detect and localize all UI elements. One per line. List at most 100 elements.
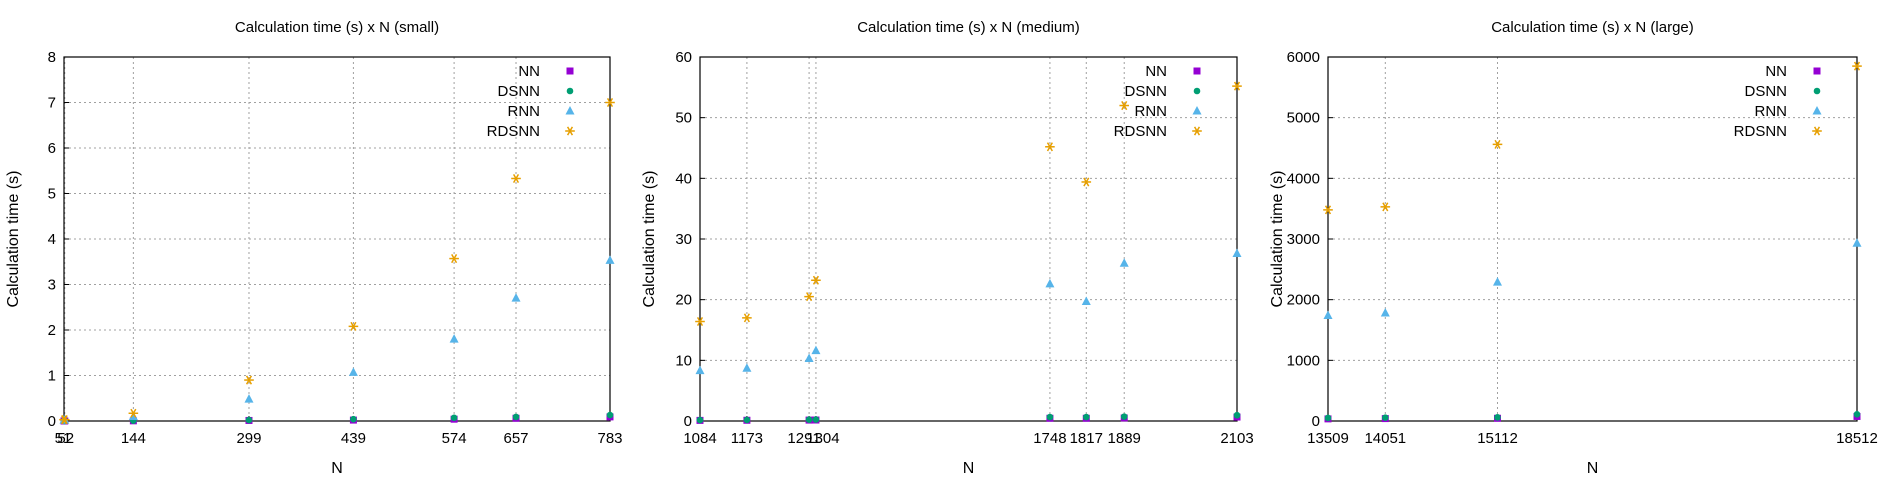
data-point-rdsnn: [1119, 101, 1130, 111]
legend-label: DSNN: [1744, 83, 1787, 100]
data-point-rnn: [1492, 277, 1502, 286]
data-point-rdsnn: [1081, 177, 1092, 187]
legend-marker-nn: [566, 67, 574, 75]
y-tick-label: 5: [48, 186, 56, 203]
x-axis-label: N: [331, 460, 343, 477]
y-axis-label: Calculation time (s): [641, 171, 658, 308]
data-point-dsnn: [812, 416, 820, 423]
legend-marker-rdsnn: [1192, 126, 1202, 136]
data-point-rnn: [1852, 238, 1862, 247]
legend-marker-dsnn: [1813, 87, 1821, 95]
y-tick-label: 6: [48, 140, 56, 157]
data-point-dsnn: [1120, 413, 1128, 420]
y-tick-label: 3000: [1287, 231, 1320, 248]
data-point-rnn: [1119, 258, 1129, 267]
series-nn: [696, 413, 1241, 424]
y-axis-label: Calculation time (s): [5, 171, 22, 308]
y-tick-label: 8: [48, 49, 56, 66]
x-tick-label: 1748: [1033, 430, 1066, 447]
y-tick-label: 50: [675, 110, 692, 127]
y-tick-label: 0: [48, 413, 56, 430]
x-tick-label: 14051: [1364, 430, 1406, 447]
y-tick-label: 30: [675, 231, 692, 248]
data-point-rnn: [804, 353, 814, 363]
data-point-rdsnn: [128, 408, 139, 418]
x-tick-label: 1817: [1070, 430, 1103, 447]
legend-label: DSNN: [497, 83, 540, 100]
legend-label: NN: [1765, 63, 1787, 80]
data-point-dsnn: [1082, 413, 1090, 421]
data-point-dsnn: [805, 416, 813, 423]
data-point-dsnn: [696, 416, 704, 424]
y-tick-label: 40: [675, 170, 692, 187]
data-point-rdsnn: [1492, 139, 1503, 149]
data-point-rnn: [1380, 308, 1390, 317]
series-rnn: [1323, 238, 1862, 319]
legend: NN DSNN RNN RDSNN: [1114, 63, 1202, 140]
y-tick-label: 7: [48, 95, 56, 112]
x-tick-label: 51: [55, 430, 72, 447]
y-tick-label: 2000: [1287, 292, 1320, 309]
x-tick-label: 657: [504, 430, 529, 447]
legend-label: NN: [1145, 63, 1167, 80]
data-point-rdsnn: [511, 173, 521, 184]
data-point-dsnn: [606, 411, 614, 419]
data-point-rdsnn: [244, 375, 254, 385]
data-point-rdsnn: [811, 275, 821, 285]
data-point-dsnn: [1494, 414, 1501, 421]
data-point-rdsnn: [1380, 202, 1391, 212]
data-point-dsnn: [1233, 411, 1241, 419]
data-point-dsnn: [450, 414, 458, 422]
data-point-rdsnn: [1852, 61, 1862, 71]
legend-marker-rnn: [1192, 106, 1202, 115]
x-tick-label: 52: [57, 430, 74, 447]
data-point-rnn: [742, 363, 752, 372]
data-point-rnn: [511, 293, 521, 302]
legend-marker-dsnn: [1193, 87, 1201, 95]
legend-marker-rnn: [565, 106, 575, 115]
series-dsnn: [696, 411, 1241, 424]
x-tick-label: 439: [341, 430, 366, 447]
series-rnn: [59, 255, 615, 424]
data-point-rdsnn: [804, 292, 814, 302]
y-tick-label: 2: [48, 322, 56, 339]
y-tick-label: 4000: [1287, 170, 1320, 187]
data-point-dsnn: [743, 416, 751, 424]
series-nn: [60, 413, 614, 425]
data-point-rdsnn: [742, 313, 752, 323]
legend-label: RNN: [1135, 103, 1168, 120]
chart-title: Calculation time (s) x N (large): [1491, 19, 1694, 36]
data-point-dsnn: [1853, 411, 1861, 418]
x-tick-label: 299: [236, 430, 261, 447]
data-point-rnn: [605, 255, 615, 264]
y-axis-label: Calculation time (s): [1269, 171, 1286, 308]
data-point-dsnn: [1046, 413, 1054, 421]
x-tick-label: 15112: [1477, 430, 1518, 447]
x-tick-label: 783: [597, 430, 622, 447]
data-point-rnn: [244, 394, 254, 403]
data-point-rdsnn: [1323, 205, 1333, 215]
data-point-rdsnn: [59, 415, 70, 425]
y-tick-label: 1000: [1287, 352, 1320, 369]
series-rdsnn: [695, 81, 1242, 327]
legend-marker-nn: [1813, 67, 1821, 75]
data-point-rdsnn: [348, 321, 359, 331]
data-point-rnn: [1232, 248, 1242, 258]
data-point-dsnn: [1324, 414, 1332, 422]
data-point-rnn: [449, 334, 459, 343]
legend-label: RDSNN: [487, 123, 540, 140]
series-dsnn: [1324, 411, 1861, 422]
x-tick-label: 1084: [683, 430, 716, 447]
legend-label: RDSNN: [1114, 123, 1167, 140]
x-tick-label: 574: [442, 430, 467, 447]
data-point-rdsnn: [605, 97, 615, 108]
x-tick-label: 1889: [1108, 430, 1141, 447]
data-point-dsnn: [350, 415, 357, 423]
series-rnn: [695, 248, 1242, 375]
legend: NN DSNN RNN RDSNN: [1734, 63, 1822, 140]
x-tick-label: 13509: [1307, 430, 1349, 447]
data-point-rnn: [1081, 296, 1091, 305]
legend-marker-nn: [1193, 67, 1201, 75]
